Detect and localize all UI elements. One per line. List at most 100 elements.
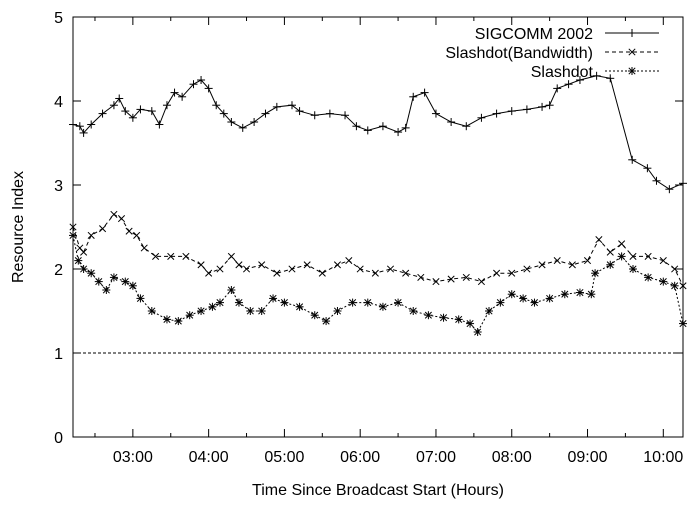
data-point: [345, 257, 353, 265]
marker-segment: [345, 257, 353, 265]
data-point: [174, 317, 183, 326]
plot-area: [69, 71, 687, 354]
y-tick-label: 0: [54, 430, 63, 447]
marker-segment: [205, 269, 213, 277]
marker-segment: [371, 269, 379, 277]
data-point: [522, 105, 531, 114]
data-point: [409, 92, 418, 101]
data-point: [454, 315, 463, 324]
data-point: [216, 298, 225, 307]
data-point: [102, 286, 111, 294]
data-point: [98, 109, 107, 118]
data-point: [659, 257, 667, 265]
data-point: [155, 120, 164, 129]
legend: SIGCOMM 2002 Slashdot(Bandwidth) Slashdot: [445, 26, 659, 81]
marker-segment: [679, 320, 687, 328]
marker-segment: [618, 252, 626, 260]
y-axis-label: Resource Index: [10, 171, 27, 283]
marker-segment: [629, 252, 637, 260]
marker-segment: [424, 311, 432, 319]
data-point: [519, 294, 528, 303]
marker-segment: [69, 231, 77, 239]
marker-segment: [152, 252, 160, 260]
marker-segment: [356, 265, 364, 273]
x-tick-label: 10:00: [643, 449, 683, 466]
marker-segment: [628, 67, 636, 75]
marker-segment: [644, 273, 652, 281]
data-point: [679, 282, 687, 290]
data-point: [568, 261, 576, 269]
marker-segment: [386, 265, 395, 273]
data-point: [295, 107, 304, 116]
data-point: [69, 223, 77, 231]
data-point: [420, 88, 429, 97]
data-point: [606, 248, 614, 256]
data-point: [147, 307, 156, 315]
data-point: [523, 265, 531, 273]
data-point: [136, 294, 145, 303]
data-point: [485, 307, 494, 315]
marker-segment: [288, 265, 296, 273]
marker-segment: [546, 294, 554, 302]
data-point: [378, 302, 387, 311]
data-point: [473, 328, 482, 336]
data-point: [109, 273, 118, 282]
marker-segment: [409, 307, 417, 315]
data-point: [87, 269, 96, 278]
data-point: [318, 269, 326, 277]
marker-segment: [246, 307, 254, 315]
marker-segment: [80, 248, 88, 256]
data-point: [341, 111, 350, 120]
marker-segment: [629, 265, 637, 273]
data-point: [219, 109, 228, 118]
x-tick-label: 06:00: [340, 449, 380, 466]
marker-segment: [197, 307, 205, 315]
marker-segment: [80, 265, 88, 273]
series-sigcomm-2002: [69, 71, 687, 194]
marker-segment: [538, 261, 546, 269]
marker-segment: [439, 314, 448, 322]
data-point: [280, 298, 289, 307]
marker-segment: [493, 269, 501, 277]
data-point: [242, 265, 251, 273]
data-point: [466, 319, 475, 328]
marker-segment: [125, 227, 133, 235]
data-point: [189, 80, 198, 89]
marker-segment: [671, 282, 679, 290]
data-point: [402, 269, 410, 277]
marker-segment: [432, 278, 440, 286]
marker-segment: [269, 294, 277, 302]
data-point: [204, 84, 213, 93]
y-tick-label: 3: [54, 178, 63, 195]
data-point: [439, 313, 448, 322]
data-point: [167, 252, 175, 260]
data-point: [352, 122, 361, 131]
marker-segment: [242, 265, 251, 273]
marker-segment: [216, 265, 224, 273]
y-tick-label: 4: [54, 94, 63, 111]
marker-segment: [618, 240, 626, 248]
marker-segment: [485, 307, 493, 315]
data-point: [69, 120, 77, 129]
legend-marker: [628, 48, 636, 56]
marker-segment: [628, 48, 636, 56]
marker-segment: [447, 275, 455, 283]
marker-segment: [95, 278, 103, 286]
marker-segment: [311, 311, 319, 319]
x-tick-label: 07:00: [416, 449, 456, 466]
data-point: [74, 256, 83, 265]
marker-segment: [402, 269, 410, 277]
marker-segment: [258, 261, 266, 269]
data-point: [432, 278, 440, 286]
data-point: [75, 122, 84, 131]
marker-segment: [595, 236, 603, 244]
data-point: [133, 231, 141, 239]
data-point: [553, 257, 561, 265]
marker-segment: [110, 273, 118, 281]
data-point: [545, 294, 554, 303]
series-line: [72, 213, 684, 287]
marker-segment: [659, 257, 667, 265]
data-point: [371, 269, 379, 277]
marker-segment: [227, 286, 235, 294]
x-tick-label: 04:00: [189, 449, 229, 466]
